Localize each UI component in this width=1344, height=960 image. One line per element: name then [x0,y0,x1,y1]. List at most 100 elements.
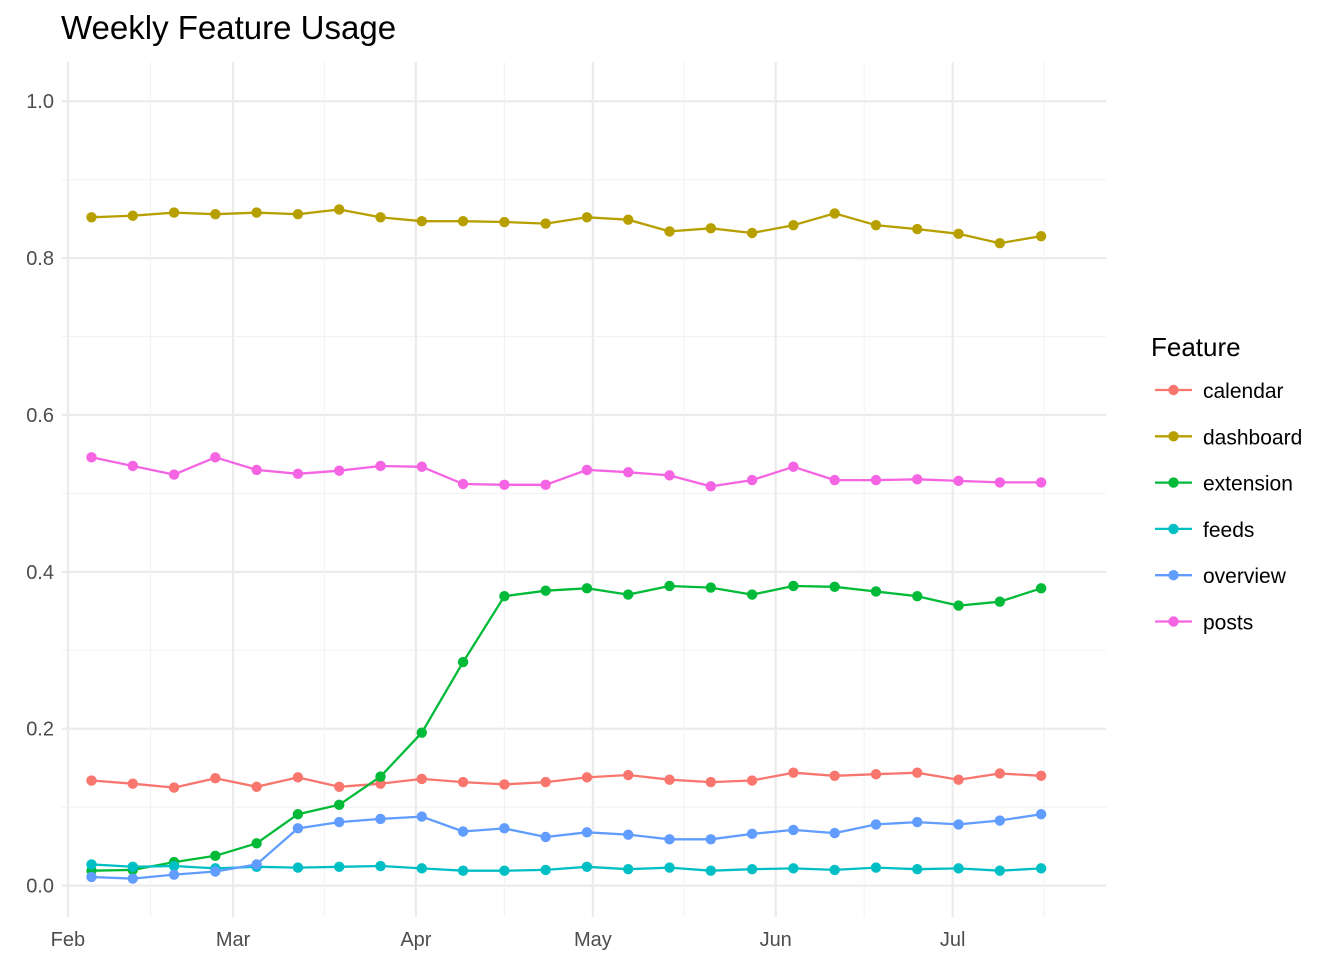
data-point-overview [746,828,758,840]
data-point-extension [1035,583,1047,594]
y-tick-label: 0.8 [26,248,54,270]
data-point-posts [292,468,304,480]
data-point-dashboard [416,216,427,227]
data-point-calendar [788,767,799,778]
x-tick-label: Feb [51,929,85,951]
data-point-extension [623,589,634,600]
legend-key-point [1168,523,1179,535]
data-point-calendar [912,767,923,778]
data-point-posts [1035,477,1047,488]
data-point-feeds [664,862,675,873]
data-point-overview [292,823,304,834]
data-point-posts [499,479,510,490]
data-point-dashboard [334,204,345,215]
data-point-posts [251,464,262,476]
data-point-feeds [705,865,717,876]
data-point-posts [334,465,345,476]
data-point-feeds [334,861,345,872]
legend-items: calendar dashboard extension feeds overview p… [1155,380,1302,635]
data-point-calendar [953,774,964,785]
data-point-overview [623,829,634,840]
data-point-overview [457,826,469,837]
data-point-feeds [86,859,97,870]
data-point-feeds [870,862,882,873]
data-point-posts [581,464,593,476]
y-tick-label: 1.0 [26,91,54,113]
x-axis-ticks: Feb Mar Apr May Jun Jul [51,929,966,951]
data-point-extension [457,656,469,668]
x-tick-label: Apr [400,929,431,951]
data-point-dashboard [210,208,221,220]
legend-item-dashboard: dashboard [1155,426,1302,449]
legend-item-calendar: calendar [1155,380,1284,403]
data-point-extension [540,585,551,596]
data-point-extension [829,581,840,592]
data-point-overview [1035,809,1047,820]
series-extension [86,580,1047,876]
legend-label: extension [1203,473,1293,496]
data-point-posts [829,474,840,486]
legend-key-point [1168,477,1179,488]
data-point-extension [499,590,510,602]
data-point-dashboard [623,214,634,225]
data-point-posts [416,461,427,472]
data-point-overview [251,859,262,870]
data-point-extension [994,596,1006,607]
data-point-feeds [994,865,1006,876]
legend-item-posts: posts [1155,612,1253,635]
data-point-feeds [912,863,923,875]
legend-title: Feature [1151,332,1241,362]
data-point-dashboard [953,228,964,239]
series-line-dashboard [91,208,1042,245]
data-point-feeds [829,864,840,876]
data-point-calendar [664,774,675,785]
data-point-calendar [86,775,97,786]
legend-label: calendar [1203,380,1284,403]
data-point-dashboard [788,219,799,231]
data-point-feeds [375,860,386,872]
data-point-extension [746,589,758,600]
data-point-overview [829,827,840,839]
data-point-extension [581,583,593,594]
y-tick-label: 0.0 [26,876,54,898]
data-point-feeds [788,863,799,874]
chart-title: Weekly Feature Usage [61,9,396,46]
series-calendar [86,767,1047,793]
data-point-posts [746,474,758,486]
data-point-extension [292,809,304,820]
data-point-feeds [292,862,304,873]
legend-item-feeds: feeds [1155,519,1254,542]
legend-key-point [1168,616,1179,627]
data-point-extension [870,586,882,597]
data-point-extension [210,850,221,862]
data-point-feeds [457,865,469,876]
data-point-dashboard [829,208,840,219]
data-point-posts [540,479,551,490]
data-point-dashboard [912,223,923,235]
data-point-dashboard [168,207,180,218]
data-point-feeds [499,865,510,876]
data-point-dashboard [292,208,304,220]
legend-label: overview [1203,565,1287,588]
data-point-feeds [540,864,551,876]
data-point-posts [870,474,882,486]
data-point-dashboard [499,216,510,228]
data-point-overview [334,816,345,828]
x-tick-label: Jun [760,929,792,951]
series-posts [86,452,1047,492]
data-point-posts [953,475,964,487]
grid [62,62,1106,917]
x-tick-label: Jul [940,929,966,951]
data-point-dashboard [127,210,138,221]
data-point-dashboard [457,216,469,227]
data-point-overview [664,834,675,845]
data-point-dashboard [86,212,97,223]
legend: Feature calendar dashboard extension feeds o… [1151,332,1302,635]
series-line-calendar [91,771,1042,789]
series-line-overview [91,813,1042,880]
data-point-extension [705,582,717,593]
data-point-extension [416,727,427,738]
data-point-overview [870,819,882,830]
data-point-dashboard [705,223,717,234]
data-point-feeds [623,863,634,875]
